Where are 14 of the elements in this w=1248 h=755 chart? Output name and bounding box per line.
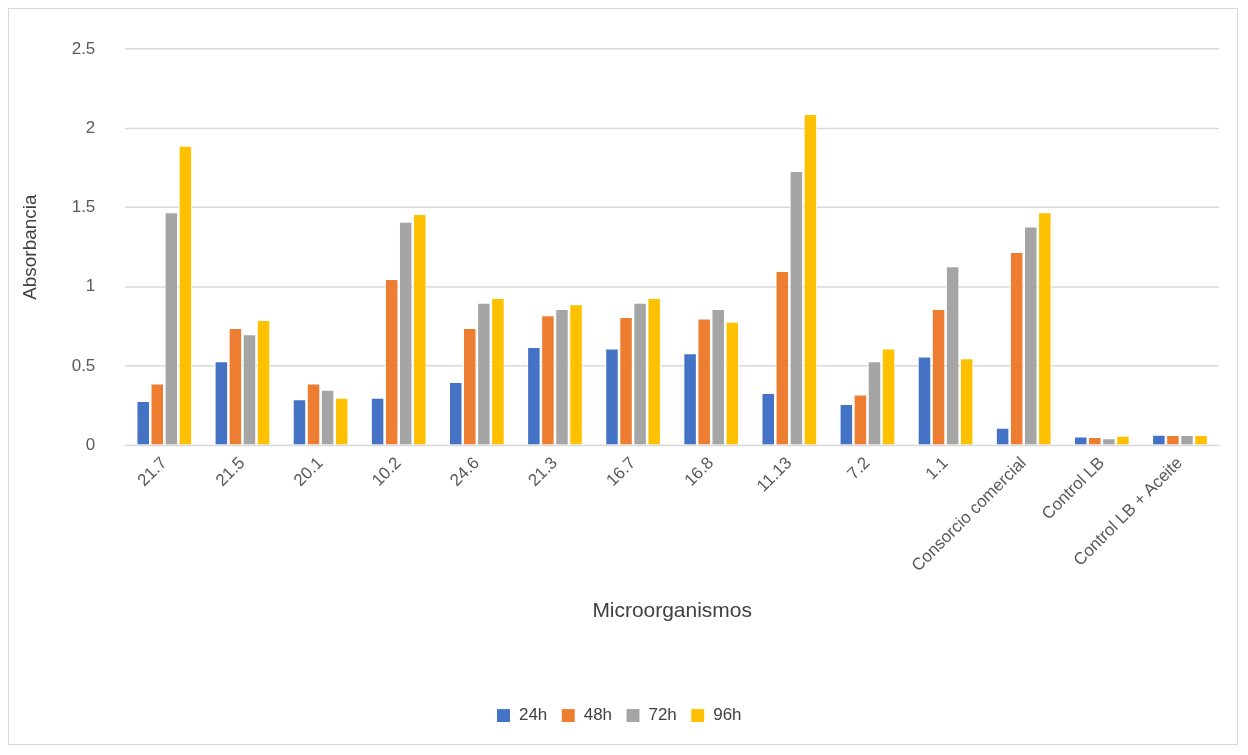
legend-label: 24h [518, 705, 548, 725]
y-tick-label: 2 [85, 118, 96, 137]
x-axis-title: Microorganismos [592, 597, 752, 621]
legend-label: 48h [583, 705, 613, 725]
legend-label: 96h [713, 705, 742, 725]
legend-label: 72h [648, 705, 677, 725]
y-tick-label: 1 [85, 276, 96, 296]
y-tick-label: 0 [85, 434, 96, 454]
y-tick-label: 2.5 [71, 38, 96, 58]
y-tick-label: 1.5 [71, 197, 96, 217]
x-tick-label: 1.1 [921, 453, 952, 484]
y-tick-label: 0.5 [71, 355, 96, 375]
x-tick-label: 7.2 [843, 453, 874, 484]
y-axis-title: Absorbancia [18, 194, 40, 300]
